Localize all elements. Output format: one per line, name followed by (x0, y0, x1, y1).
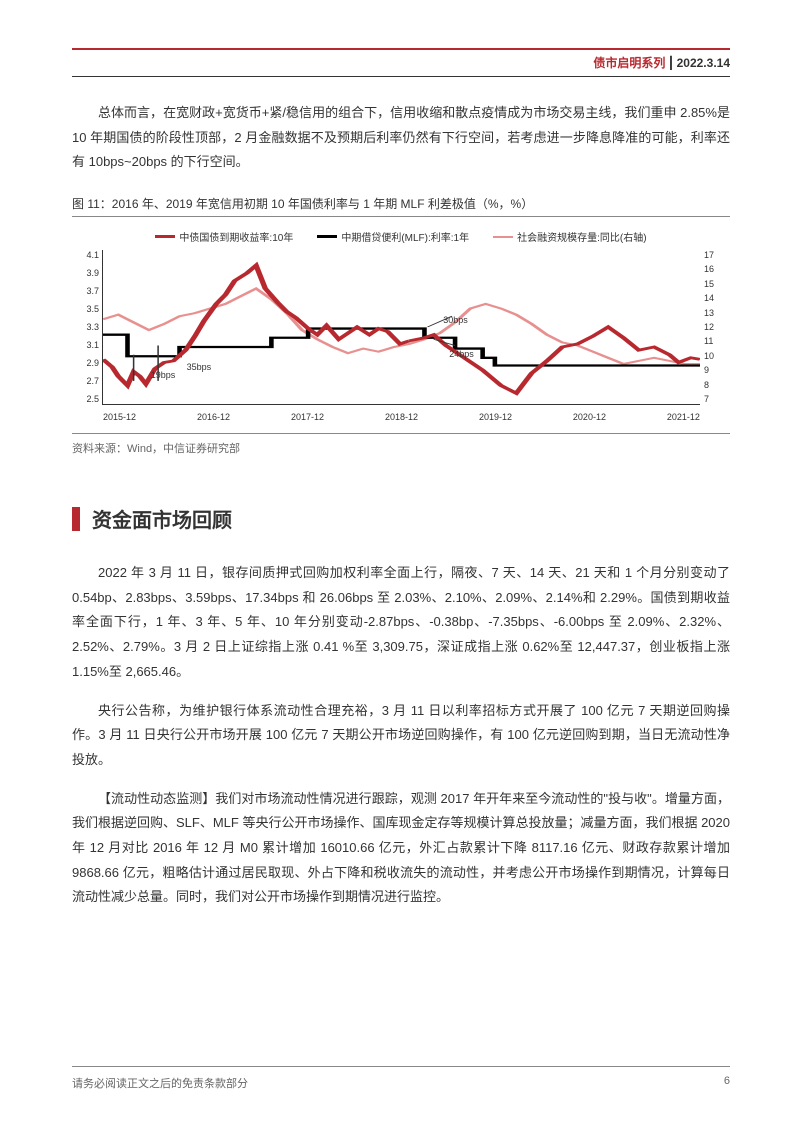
y-left-tick: 3.3 (75, 322, 99, 332)
y-right-tick: 16 (704, 264, 724, 274)
legend-line-3 (493, 236, 513, 238)
legend-line-2 (317, 235, 337, 238)
legend-label-3: 社会融资规模存量:同比(右轴) (517, 229, 646, 244)
line-social-financing (103, 289, 700, 364)
body-paragraph-2: 央行公告称，为维护银行体系流动性合理充裕，3 月 11 日以利率招标方式开展了 … (72, 699, 730, 773)
x-tick: 2017-12 (291, 412, 324, 422)
chart-source: 资料来源：Wind，中信证券研究部 (72, 433, 730, 456)
section-title: 资金面市场回顾 (92, 504, 232, 533)
header-series: 债市启明系列 (593, 56, 665, 70)
y-right-tick: 15 (704, 279, 724, 289)
intro-paragraph: 总体而言，在宽财政+宽货币+紧/稳信用的组合下，信用收缩和散点疫情成为市场交易主… (72, 101, 730, 175)
chart-annotation: 19bps (151, 370, 176, 380)
y-left-tick: 3.7 (75, 286, 99, 296)
chart-svg (103, 250, 700, 404)
y-left-tick: 3.5 (75, 304, 99, 314)
y-right-tick: 8 (704, 380, 724, 390)
x-tick: 2015-12 (103, 412, 136, 422)
legend-item-3: 社会融资规模存量:同比(右轴) (493, 229, 646, 244)
footer-page-number: 6 (724, 1075, 730, 1091)
page-header: 债市启明系列┃2022.3.14 (72, 48, 730, 77)
section-header: 资金面市场回顾 (72, 504, 730, 533)
y-right-tick: 14 (704, 293, 724, 303)
chart-section: 图 11：2016 年、2019 年宽信用初期 10 年国债利率与 1 年期 M… (72, 195, 730, 456)
chart-plot: 4.13.93.73.53.33.12.92.72.5 171615141312… (102, 250, 700, 405)
y-left-tick: 4.1 (75, 250, 99, 260)
chart-caption: 图 11：2016 年、2019 年宽信用初期 10 年国债利率与 1 年期 M… (72, 195, 730, 217)
x-tick: 2018-12 (385, 412, 418, 422)
y-left-tick: 2.9 (75, 358, 99, 368)
x-tick: 2020-12 (573, 412, 606, 422)
chart-annotation: 24bps (449, 349, 474, 359)
header-date: 2022.3.14 (677, 56, 730, 70)
y-left-tick: 2.5 (75, 394, 99, 404)
page-footer: 请务必阅读正文之后的免责条款部分 6 (72, 1066, 730, 1091)
chart-container: 中债国债到期收益率:10年 中期借贷便利(MLF):利率:1年 社会融资规模存量… (72, 223, 730, 413)
legend-item-1: 中债国债到期收益率:10年 (155, 229, 293, 244)
y-axis-left: 4.1 3.9 3.7 3.5 3.3 3.1 2.9 2.7 2.5 (75, 250, 99, 404)
y-right-tick: 11 (704, 336, 724, 346)
y-right-tick: 13 (704, 308, 724, 318)
header-separator: ┃ (667, 56, 674, 70)
x-tick: 2019-12 (479, 412, 512, 422)
x-tick: 2021-12 (667, 412, 700, 422)
chart-annotation: 30bps (443, 315, 468, 325)
x-axis: 2015-12 2016-12 2017-12 2018-12 2019-12 2020-… (103, 412, 700, 422)
legend-label-2: 中期借贷便利(MLF):利率:1年 (341, 229, 469, 244)
body-paragraph-1: 2022 年 3 月 11 日，银存间质押式回购加权利率全面上行，隔夜、7 天、… (72, 561, 730, 684)
footer-disclaimer: 请务必阅读正文之后的免责条款部分 (72, 1075, 248, 1091)
y-right-tick: 17 (704, 250, 724, 260)
section-marker (72, 507, 80, 531)
y-left-tick: 3.1 (75, 340, 99, 350)
chart-legend: 中债国债到期收益率:10年 中期借贷便利(MLF):利率:1年 社会融资规模存量… (72, 229, 730, 244)
y-right-tick: 7 (704, 394, 724, 404)
legend-line-1 (155, 235, 175, 238)
legend-label-1: 中债国债到期收益率:10年 (179, 229, 293, 244)
x-tick: 2016-12 (197, 412, 230, 422)
y-left-tick: 3.9 (75, 268, 99, 278)
legend-item-2: 中期借贷便利(MLF):利率:1年 (317, 229, 469, 244)
chart-annotation: 35bps (187, 362, 212, 372)
y-right-tick: 12 (704, 322, 724, 332)
body-paragraph-3: 【流动性动态监测】我们对市场流动性情况进行跟踪，观测 2017 年开年来至今流动… (72, 787, 730, 910)
y-axis-right: 17 16 15 14 13 12 11 10 9 8 7 (704, 250, 724, 404)
y-right-tick: 9 (704, 365, 724, 375)
y-left-tick: 2.7 (75, 376, 99, 386)
line-bond-10y-a (103, 265, 409, 385)
y-right-tick: 10 (704, 351, 724, 361)
